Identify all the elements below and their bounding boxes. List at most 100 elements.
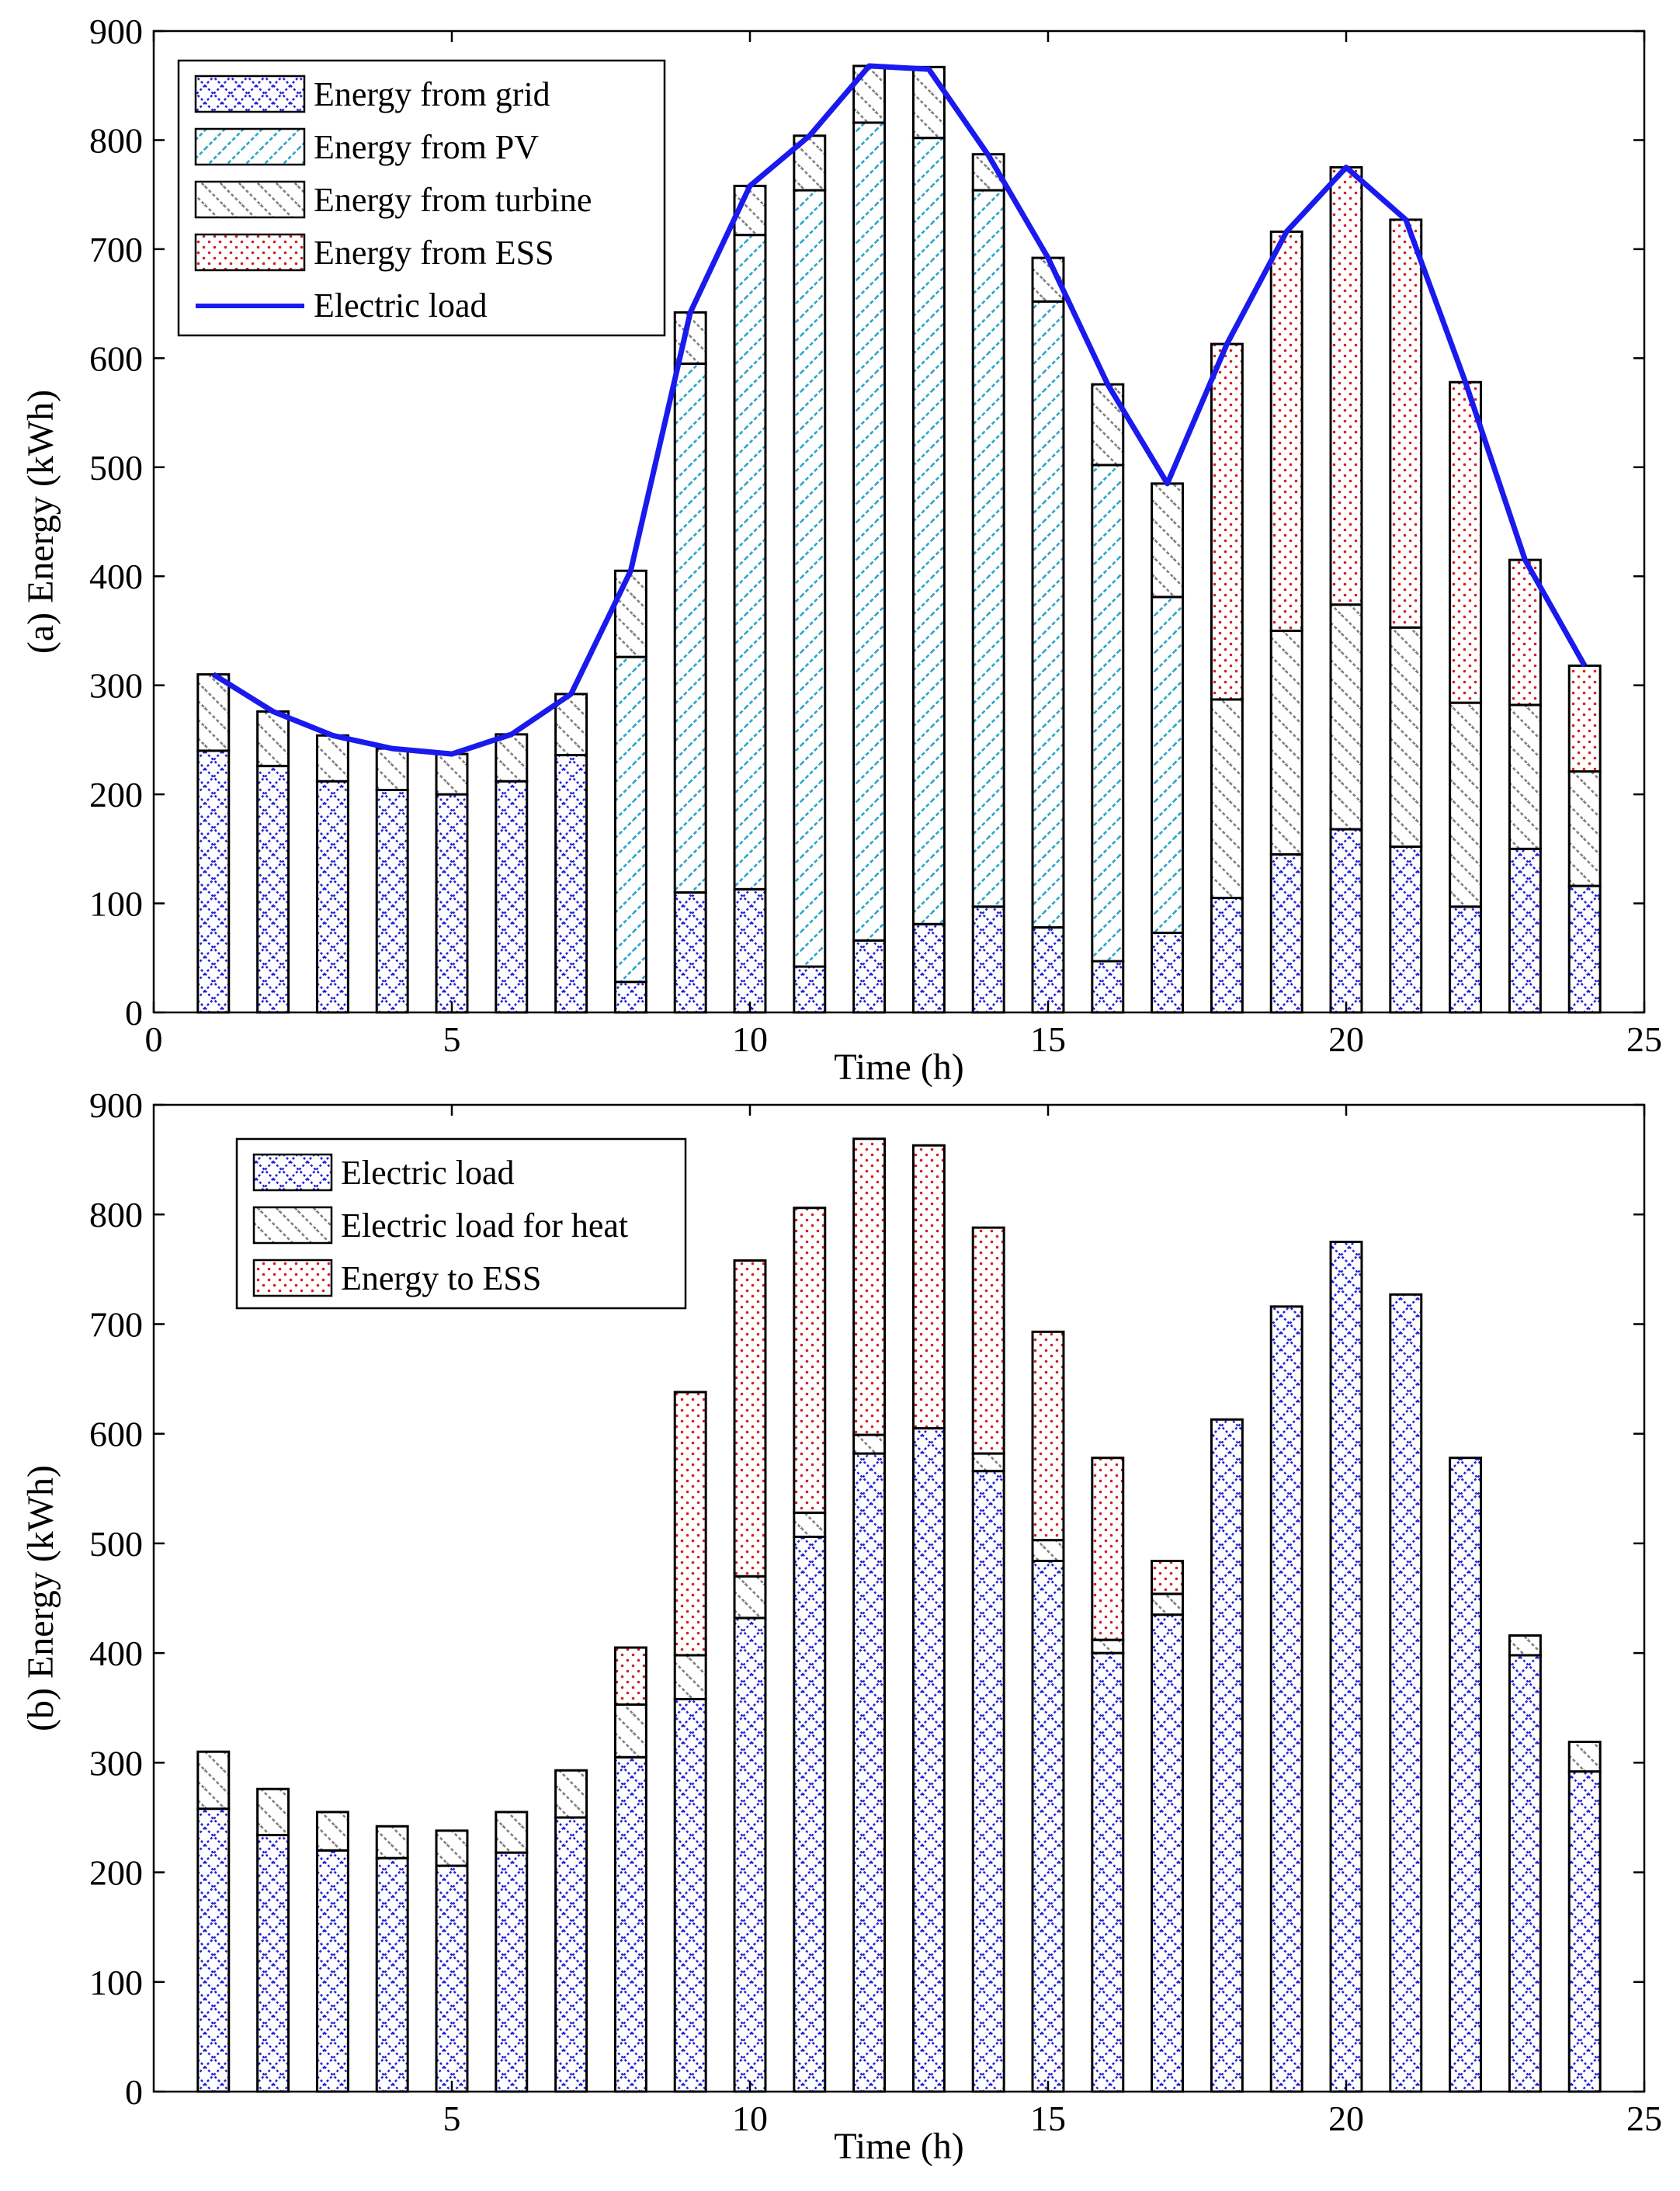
panel-a-bar-turbine-h16	[1091, 383, 1125, 467]
panel-a-bar-ess-h18	[1210, 342, 1244, 701]
panel-a-x-axis-title: Time (h)	[834, 1047, 964, 1088]
panel-a-bar-grid-h16	[1091, 960, 1125, 1014]
panel-b-ytick-label-400: 400	[89, 1634, 143, 1673]
panel-b-bar-ess-h12	[852, 1137, 887, 1436]
panel-b-bar-turbine-h9	[673, 1654, 707, 1700]
panel-a-bar-grid-h3	[315, 780, 349, 1014]
panel-b-bar-turbine-h7	[554, 1769, 588, 1819]
panel-b-xtick-label-5: 5	[443, 2099, 461, 2138]
panel-a-bar-turbine-h1	[196, 673, 231, 752]
panel-b-bar-turbine-h5	[435, 1829, 469, 1867]
panel-b-bar-grid-h24	[1567, 1770, 1602, 2093]
panel-b-ytick-label-500: 500	[89, 1524, 143, 1564]
panel-b-bar-turbine-h14	[971, 1452, 1005, 1473]
panel-b-ytick-label-100: 100	[89, 1963, 143, 2002]
panel-a-bar-turbine-h2	[256, 710, 290, 768]
panel-b-ytick-label-900: 900	[89, 1085, 143, 1125]
panel-a-xtick-label-0: 0	[145, 1019, 163, 1059]
panel-b-bar-grid-h12	[852, 1452, 887, 2093]
panel-b-y-axis: 0 100 200 300 400 500 600 700 800 900	[89, 1085, 1644, 2112]
panel-b-bar-turbine-h11	[793, 1511, 827, 1538]
panel-a-bar-pv-h11	[793, 189, 827, 968]
panel-b-legend-label-ess: Energy to ESS	[341, 1259, 541, 1297]
panel-b-bar-grid-h15	[1031, 1559, 1065, 2093]
panel-a-bar-turbine-h17	[1151, 482, 1185, 599]
panel-a-bar-grid-h22	[1449, 905, 1483, 1014]
panel-b-bar-grid-h18	[1210, 1418, 1244, 2093]
panel-a-bar-pv-h8	[613, 655, 647, 984]
panel-a-bar-turbine-h13	[911, 65, 946, 140]
panel-a-bar-pv-h14	[971, 189, 1005, 908]
panel-b-bar-turbine-h4	[375, 1825, 409, 1859]
panel-a-bar-grid-h21	[1389, 845, 1423, 1014]
panel-b-bar-grid-h19	[1269, 1305, 1303, 2093]
panel-a-bar-turbine-h12	[852, 64, 887, 124]
panel-a-bar-turbine-h20	[1329, 603, 1363, 831]
panel-a-bar-turbine-h5	[435, 752, 469, 796]
panel-a-bar-pv-h13	[911, 137, 946, 925]
panel-b-bar-grid-h11	[793, 1535, 827, 2093]
panel-b-legend-swatch-grid	[252, 1153, 333, 1192]
panel-a-bar-grid-h19	[1269, 852, 1303, 1014]
panel-a-bar-grid-h20	[1329, 828, 1363, 1014]
panel-a-legend-label-grid: Energy from grid	[314, 75, 550, 113]
panel-a-bar-turbine-h24	[1567, 770, 1602, 887]
panel-b-legend-swatch-turbine	[252, 1206, 333, 1245]
panel-a-bar-ess-h24	[1567, 664, 1602, 773]
panel-b-bar-turbine-h12	[852, 1433, 887, 1455]
panel-a-bar-turbine-h8	[613, 569, 647, 658]
panel-a-bar-grid-h24	[1567, 884, 1602, 1014]
panel-a-bar-grid-h23	[1508, 847, 1542, 1014]
panel-b-ytick-label-0: 0	[125, 2072, 143, 2112]
panel-b-bar-turbine-h16	[1091, 1638, 1125, 1655]
panel-a-bar-grid-h9	[673, 891, 707, 1014]
panel-b-bar-ess-h14	[971, 1226, 1005, 1455]
panel-b-bar-turbine-h8	[613, 1703, 647, 1759]
panel-a-bar-turbine-h21	[1389, 626, 1423, 849]
panel-b-bar-grid-h23	[1508, 1654, 1542, 2093]
panel-b-bar-grid-h3	[315, 1849, 349, 2093]
panel-a-ytick-label-300: 300	[89, 666, 143, 706]
panel-b-bar-grid-h9	[673, 1697, 707, 2093]
panel-a-bar-grid-h1	[196, 749, 231, 1014]
panel-a-ytick-label-700: 700	[89, 230, 143, 269]
panel-b-bar-grid-h2	[256, 1834, 290, 2093]
panel-a-ytick-label-200: 200	[89, 775, 143, 814]
panel-a-bar-pv-h17	[1151, 595, 1185, 934]
panel-b-xtick-label-25: 25	[1626, 2099, 1662, 2138]
panel-a-ytick-label-500: 500	[89, 448, 143, 488]
panel-a-xtick-label-15: 15	[1030, 1019, 1066, 1059]
panel-b-chart: 0 100 200 300 400 500 600 700 800 900 5 10 15 20 25 T…	[20, 1085, 1662, 2167]
panel-b-bar-grid-h16	[1091, 1651, 1125, 2093]
panel-a-bar-turbine-h18	[1210, 698, 1244, 900]
panel-a-bar-turbine-h4	[375, 747, 409, 791]
panel-a-bar-turbine-h19	[1269, 629, 1303, 856]
panel-b-bar-turbine-h24	[1567, 1741, 1602, 1773]
panel-b-xtick-label-20: 20	[1328, 2099, 1364, 2138]
panel-a-bar-ess-h22	[1449, 380, 1483, 704]
panel-b-bar-turbine-h3	[315, 1811, 349, 1852]
panel-b-ytick-label-200: 200	[89, 1853, 143, 1893]
panel-a-x-axis: 0 5 10 15 20 25	[145, 31, 1662, 1059]
panel-a-plot-frame	[152, 30, 1646, 1014]
panel-a-xtick-label-5: 5	[443, 1019, 461, 1059]
panel-b-bar-grid-h22	[1449, 1457, 1483, 2093]
panel-a-bar-grid-h2	[256, 765, 290, 1014]
panel-a-bar-grid-h11	[793, 965, 827, 1014]
panel-b-bar-turbine-h15	[1031, 1539, 1065, 1562]
panel-a-bar-turbine-h23	[1508, 703, 1542, 850]
panel-a-bar-turbine-h22	[1449, 701, 1483, 908]
panel-a-bar-ess-h23	[1508, 558, 1542, 707]
panel-b-y-axis-title: (b) Energy (kWh)	[20, 1465, 61, 1731]
panel-b-bar-turbine-h1	[196, 1750, 231, 1811]
panel-a-bar-turbine-h3	[315, 734, 349, 783]
panel-a-bar-pv-h10	[733, 234, 767, 891]
panel-b-legend-label-grid: Electric load	[341, 1154, 515, 1192]
panel-b-bar-grid-h4	[375, 1856, 409, 2093]
panel-a-bar-turbine-h6	[495, 733, 529, 783]
panel-b-bar-turbine-h17	[1151, 1592, 1185, 1616]
panel-a-electric-load-line	[211, 63, 1588, 757]
panel-a-ytick-label-100: 100	[89, 884, 143, 924]
panel-a-load-line-group	[211, 63, 1588, 757]
panel-a-bar-grid-h15	[1031, 925, 1065, 1014]
